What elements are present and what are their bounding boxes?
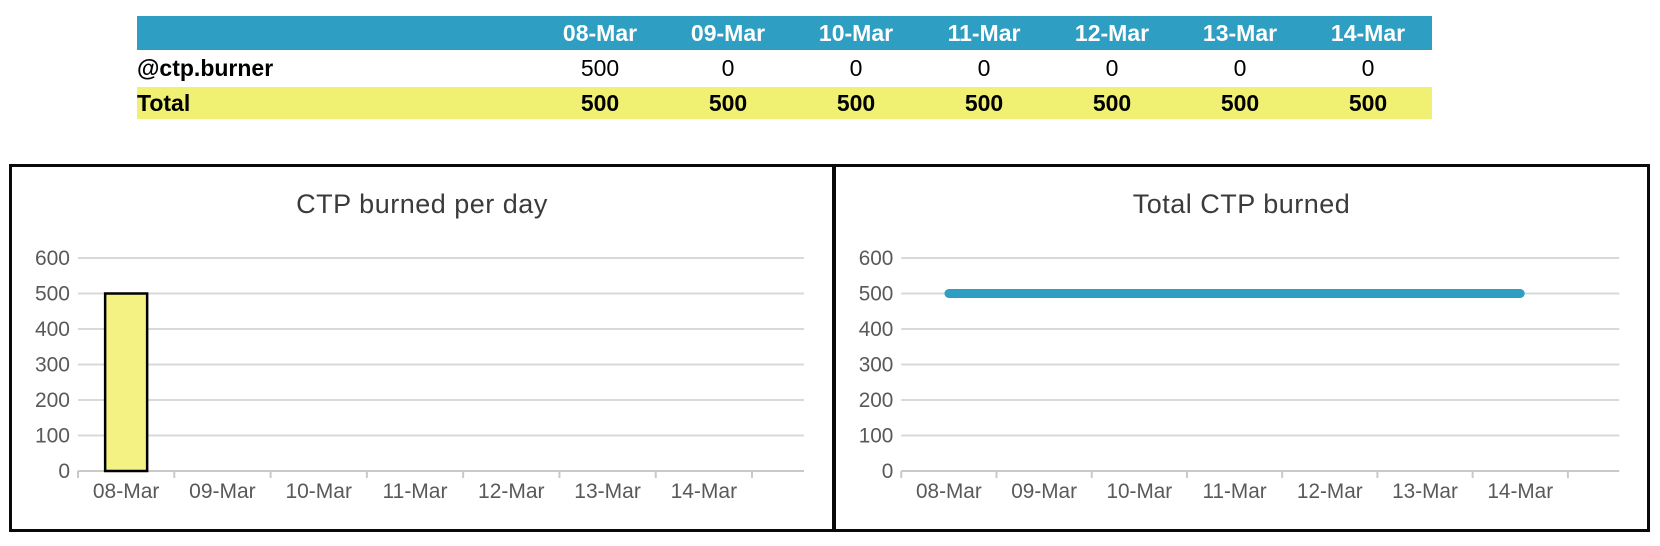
y-axis-label: 0: [58, 460, 70, 483]
y-axis-label: 600: [859, 247, 894, 270]
table-value-cell[interactable]: 500: [964, 89, 1004, 116]
table-header-row: 08-Mar 09-Mar 10-Mar 11-Mar 12-Mar 13-Mar 14-M…: [137, 16, 1432, 50]
x-axis-label: 14-Mar: [1487, 480, 1553, 503]
y-axis-label: 0: [882, 460, 894, 483]
x-axis-label: 10-Mar: [285, 480, 352, 503]
table-row-label[interactable]: @ctp.burner: [137, 55, 274, 81]
table-row: Total 500 500 500 500 500 500 500: [137, 87, 1432, 119]
table-value-cell[interactable]: 0: [1105, 55, 1119, 81]
table-value-cell[interactable]: 0: [849, 55, 863, 81]
table-value-cell[interactable]: 0: [977, 55, 991, 81]
y-axis-label: 100: [35, 425, 70, 448]
x-axis-label: 11-Mar: [383, 480, 448, 503]
table-value-cell[interactable]: 500: [1220, 89, 1260, 116]
chart-ctp-burned-per-day[interactable]: CTP burned per day 0 100 200 300 400 500 600 08…: [9, 164, 835, 532]
table-value-cell[interactable]: 500: [580, 89, 620, 116]
x-axis-label: 08-Mar: [93, 480, 160, 503]
bar-chart-plot: 0 100 200 300 400 500 600 08-Mar 09-Mar 10-Mar 11-…: [35, 247, 804, 503]
table-value-cell[interactable]: 500: [836, 89, 876, 116]
x-axis-label: 12-Mar: [478, 480, 545, 503]
y-axis-label: 400: [859, 318, 894, 341]
table-column-header[interactable]: 11-Mar: [947, 19, 1021, 46]
table-column-header[interactable]: 12-Mar: [1074, 19, 1150, 46]
y-axis-label: 500: [35, 283, 70, 306]
table-row-label[interactable]: Total: [137, 89, 191, 116]
table-value-cell[interactable]: 0: [1233, 55, 1247, 81]
table-body: @ctp.burner 500 0 0 0 0 0 0 Total 500 500 500 500 500…: [137, 50, 1432, 119]
y-axis-label: 100: [859, 424, 894, 447]
y-axis-label: 200: [35, 389, 70, 412]
table-value-cell[interactable]: 500: [580, 55, 620, 81]
table-corner-cell[interactable]: [137, 16, 536, 50]
table-value-cell[interactable]: 500: [708, 89, 748, 116]
table-column-header[interactable]: 13-Mar: [1202, 19, 1278, 46]
charts-row: CTP burned per day 0 100 200 300 400 500 600 08…: [9, 164, 1650, 532]
table-column-header[interactable]: 10-Mar: [818, 19, 894, 46]
x-axis-label: 08-Mar: [916, 480, 982, 503]
table-column-header[interactable]: 14-Mar: [1330, 19, 1406, 46]
y-axis-label: 300: [35, 354, 70, 377]
table-value-cell[interactable]: 0: [721, 55, 735, 81]
y-axis-label: 300: [859, 353, 894, 376]
chart-total-ctp-burned[interactable]: Total CTP burned 0 100 200 300 400 500 600 08-M…: [833, 164, 1650, 532]
chart-title: CTP burned per day: [296, 189, 548, 219]
chart-title: Total CTP burned: [1132, 189, 1351, 219]
y-axis-label: 200: [859, 389, 894, 412]
table-column-header[interactable]: 08-Mar: [562, 19, 638, 46]
x-axis-label: 12-Mar: [1297, 480, 1363, 503]
table-value-cell[interactable]: 0: [1361, 55, 1375, 81]
line-chart-plot: 0 100 200 300 400 500 600 08-Mar 09-Mar 10-Mar 11-…: [859, 247, 1620, 503]
y-axis-label: 400: [35, 318, 70, 341]
y-axis-label: 600: [35, 247, 70, 270]
x-axis-label: 13-Mar: [1392, 480, 1458, 503]
x-axis-label: 09-Mar: [1011, 480, 1077, 503]
burn-table: 08-Mar 09-Mar 10-Mar 11-Mar 12-Mar 13-Mar 14-M…: [137, 16, 1432, 119]
table-value-cell[interactable]: 500: [1348, 89, 1388, 116]
y-axis-label: 500: [859, 282, 894, 305]
bar-series-point[interactable]: [103, 292, 149, 473]
x-axis-label: 10-Mar: [1106, 480, 1172, 503]
table-row: @ctp.burner 500 0 0 0 0 0 0: [137, 50, 1432, 87]
x-axis-label: 13-Mar: [574, 480, 641, 503]
table-value-cell[interactable]: 500: [1092, 89, 1132, 116]
x-axis-label: 14-Mar: [671, 480, 738, 503]
x-axis-label: 09-Mar: [189, 480, 256, 503]
table-column-header[interactable]: 09-Mar: [690, 19, 766, 46]
x-axis-label: 11-Mar: [1202, 480, 1266, 503]
